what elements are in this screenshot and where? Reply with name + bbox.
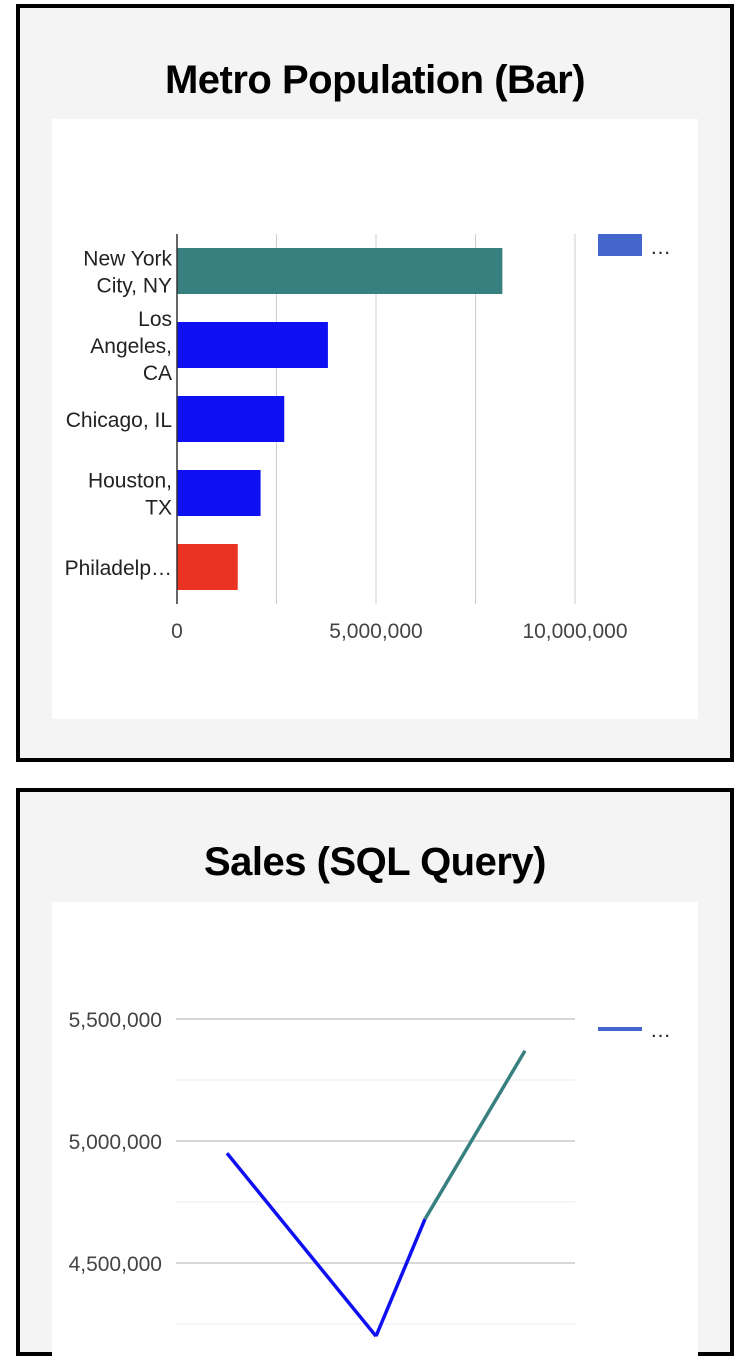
x-tick-label: 5,000,000: [329, 620, 422, 643]
bar-chart-svg: New York City, NY Los Angeles, CA Chicago, IL…: [65, 234, 671, 643]
line-segment: [225, 1152, 378, 1338]
y-tick-label: 5,000,000: [69, 1131, 162, 1154]
bar: [177, 470, 261, 516]
bar-chart-panel: Metro Population (Bar) New York City, NY L…: [16, 4, 734, 762]
category-label: Los Angeles, CA: [90, 308, 172, 385]
bar: [177, 248, 503, 294]
category-label: Chicago, IL: [66, 409, 172, 432]
line-chart-svg: 4,500,000 5,000,000 5,500,000 …: [69, 1009, 671, 1338]
category-label: Houston, TX: [88, 470, 172, 520]
y-tick-label: 4,500,000: [69, 1253, 162, 1276]
line-segment: [423, 1049, 527, 1220]
bar-chart-title: Metro Population (Bar): [164, 58, 586, 102]
x-tick-label: 10,000,000: [522, 620, 627, 643]
x-tick-label: 0: [171, 620, 183, 643]
bar: [177, 396, 285, 442]
legend-label: …: [650, 236, 671, 259]
legend-label: …: [650, 1019, 671, 1042]
bar: [177, 544, 238, 590]
line-chart-panel: Sales (SQL Query) 4,500,000 5,000,000 5,50…: [16, 788, 734, 1362]
bar-chart-area: New York City, NY Los Angeles, CA Chicago, IL…: [52, 119, 698, 719]
y-tick-label: 5,500,000: [69, 1009, 162, 1032]
line-chart-title: Sales (SQL Query): [203, 840, 547, 884]
category-label: New York City, NY: [83, 248, 172, 298]
line-chart-area: 4,500,000 5,000,000 5,500,000 …: [52, 902, 698, 1362]
bar: [177, 322, 328, 368]
legend-swatch-icon: [598, 234, 642, 256]
category-label: Philadelp…: [65, 557, 172, 580]
line-segment: [374, 1218, 427, 1337]
